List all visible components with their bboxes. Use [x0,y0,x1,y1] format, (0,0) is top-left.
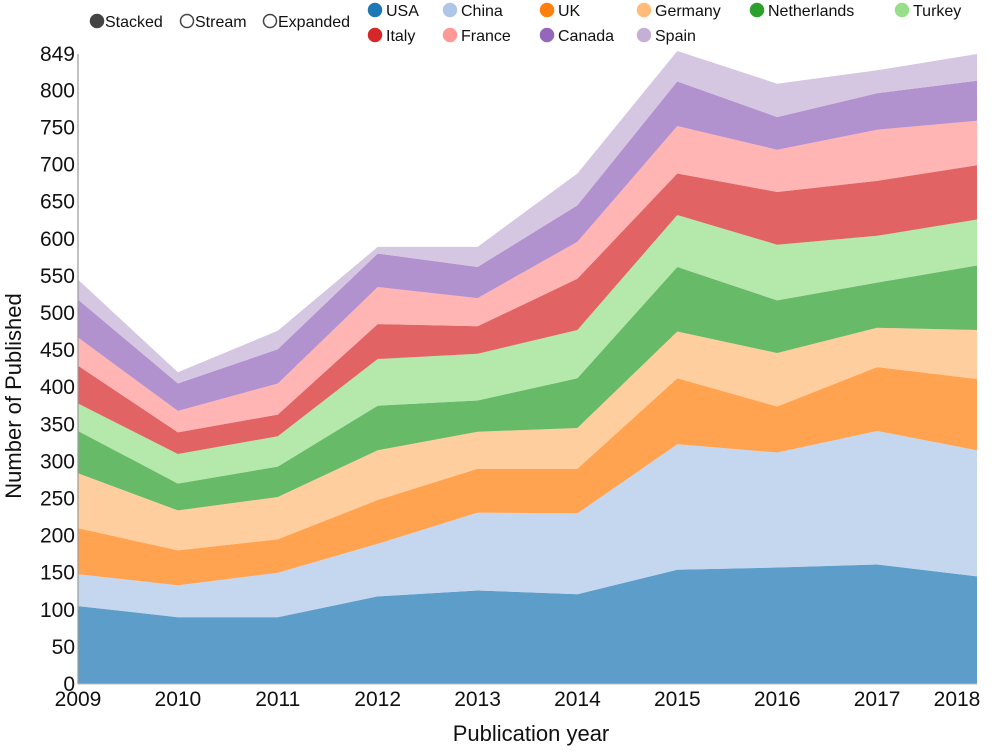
stacked-toggle[interactable]: Stacked [89,13,163,31]
y-tick-label: 700 [40,154,75,177]
legend: USA China UK Germany Netherlands Turkey Italy F… [367,2,962,45]
y-tick-label: 250 [40,487,75,510]
expanded-toggle[interactable]: Expanded [262,13,351,31]
legend-swatch-icon [894,2,910,18]
area-italy[interactable] [78,165,977,455]
legend-swatch-icon [636,27,652,43]
legend-item-usa[interactable]: USA [367,2,420,20]
legend-item-turkey[interactable]: Turkey [894,2,962,20]
legend-label: Italy [386,28,415,45]
area-spain[interactable] [78,51,977,384]
stacked-label: Stacked [105,14,163,31]
x-tick-label: 2015 [654,688,701,711]
y-tick-label: 450 [40,339,75,362]
legend-swatch-icon [539,2,555,18]
x-tick-label: 2017 [854,688,901,711]
legend-item-germany[interactable]: Germany [636,2,721,20]
y-tick-label: 849 [40,43,75,66]
legend-label: China [461,3,503,20]
legend-item-china[interactable]: China [442,2,503,20]
area-china[interactable] [78,431,977,618]
y-tick-label: 550 [40,265,75,288]
area-canada[interactable] [78,80,977,411]
area-netherlands[interactable] [78,265,977,511]
view-mode-controls: Stacked Stream Expanded [89,13,351,31]
legend-item-italy[interactable]: Italy [367,27,416,45]
x-axis: 2009 2010 2011 2012 2013 2014 2015 2016 2017 2018 [55,683,981,711]
legend-item-spain[interactable]: Spain [636,27,696,45]
area-turkey[interactable] [78,215,977,484]
y-tick-label: 150 [40,562,75,585]
legend-swatch-icon [442,27,458,43]
legend-swatch-icon [636,2,652,18]
legend-swatch-icon [539,27,555,43]
expanded-label: Expanded [278,14,350,31]
x-tick-label: 2013 [454,688,501,711]
y-tick-label: 300 [40,450,75,473]
x-tick-label: 2010 [155,688,202,711]
y-tick-label: 350 [40,413,75,436]
legend-swatch-icon [367,27,383,43]
legend-item-netherlands[interactable]: Netherlands [749,2,855,20]
expanded-radio-icon [262,13,278,29]
y-tick-label: 650 [40,191,75,214]
y-tick-label: 50 [52,636,75,659]
area-usa[interactable] [78,564,977,685]
legend-label: Spain [655,28,696,45]
legend-label: UK [558,3,581,20]
legend-label: Germany [655,3,721,20]
y-tick-label: 600 [40,228,75,251]
x-tick-label: 2009 [55,688,102,711]
stacked-radio-icon [89,13,105,29]
x-tick-label: 2016 [754,688,801,711]
stream-radio-icon [179,13,195,29]
y-axis: 0 50 100 150 200 250 300 350 400 450 500 550 600 650 7… [40,43,79,696]
stream-toggle[interactable]: Stream [179,13,247,31]
legend-swatch-icon [442,2,458,18]
area-uk[interactable] [78,367,977,586]
y-tick-label: 400 [40,376,75,399]
y-tick-label: 100 [40,599,75,622]
x-tick-label: 2011 [255,688,300,711]
area-france[interactable] [78,120,977,433]
legend-label: Canada [558,28,614,45]
y-tick-label: 800 [40,79,75,102]
y-tick-label: 0 [63,673,75,696]
legend-item-uk[interactable]: UK [539,2,581,20]
legend-swatch-icon [749,2,765,18]
y-tick-label: 500 [40,302,75,325]
legend-label: Netherlands [768,3,854,20]
x-axis-title: Publication year [453,721,610,746]
y-axis-title: Number of Published [1,293,26,498]
x-tick-label: 2018 [934,688,981,711]
y-tick-label: 200 [40,525,75,548]
area-germany[interactable] [78,327,977,551]
legend-label: Turkey [913,3,961,20]
legend-item-france[interactable]: France [442,27,511,45]
x-tick-label: 2014 [554,688,601,711]
x-tick-label: 2012 [354,688,401,711]
legend-label: France [461,28,511,45]
legend-swatch-icon [367,2,383,18]
plot-area [78,51,977,684]
legend-label: USA [386,3,419,20]
legend-item-canada[interactable]: Canada [539,27,615,45]
stream-label: Stream [195,14,247,31]
y-tick-label: 750 [40,116,75,139]
